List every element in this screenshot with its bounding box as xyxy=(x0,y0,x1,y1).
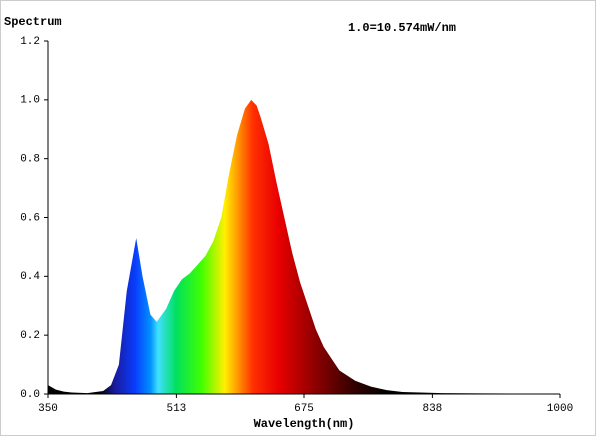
x-axis-label: Wavelength(nm) xyxy=(254,417,355,431)
y-tick-label: 0.0 xyxy=(20,389,40,401)
x-tick-label: 513 xyxy=(166,403,186,415)
spectrum-area xyxy=(48,99,560,394)
y-tick-label: 1.0 xyxy=(20,95,40,107)
chart-title: Spectrum xyxy=(4,15,62,29)
y-tick-label: 1.2 xyxy=(20,36,40,48)
x-tick-label: 350 xyxy=(38,403,58,415)
x-tick-label: 675 xyxy=(294,403,314,415)
y-tick-label: 0.8 xyxy=(20,154,40,166)
y-tick-label: 0.6 xyxy=(20,212,40,224)
y-tick-label: 0.2 xyxy=(20,330,40,342)
y-tick-label: 0.4 xyxy=(20,271,40,283)
x-tick-label: 1000 xyxy=(547,403,573,415)
x-tick-label: 838 xyxy=(422,403,442,415)
annotation: 1.0=10.574mW/nm xyxy=(348,21,456,35)
